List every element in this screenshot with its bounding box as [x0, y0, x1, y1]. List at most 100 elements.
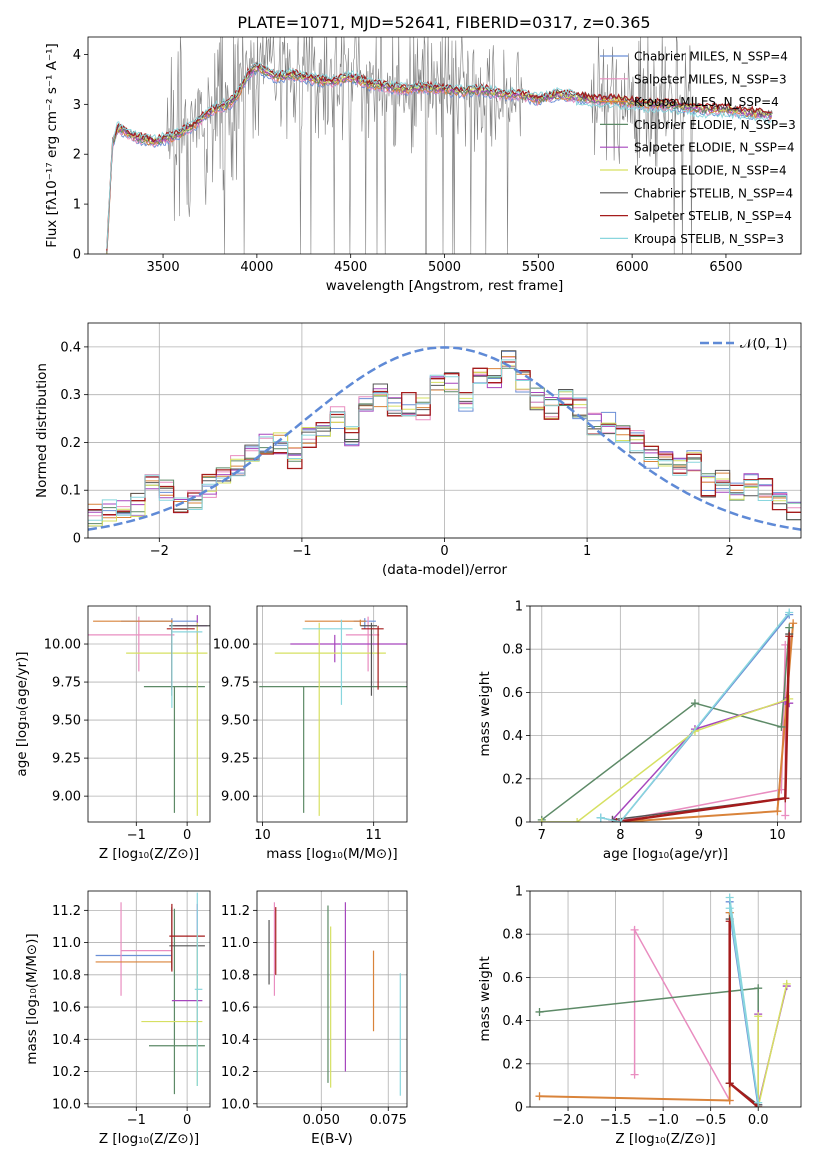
x-tick-label: −1.5	[600, 1113, 632, 1128]
weight-line	[600, 612, 790, 822]
weight-marker	[537, 818, 546, 822]
y-tick-label: 0.6	[502, 686, 523, 701]
x-axis-label: (data-model)/error	[382, 562, 508, 578]
weight-marker	[725, 1096, 734, 1105]
y-tick-label: 0.2	[502, 1057, 523, 1072]
axes-frame	[87, 36, 802, 255]
x-tick-label: 11	[365, 828, 382, 843]
y-tick-label: 9.00	[221, 790, 250, 805]
data-point	[274, 622, 386, 816]
x-tick-label: 3500	[147, 260, 180, 275]
x-tick-label: −1.0	[647, 1113, 679, 1128]
data-point	[93, 619, 173, 626]
data-point	[194, 892, 203, 1087]
panel-3: −1 0 9.00 9.25 9.50 9.75 10.00 Z [log₁₀(Z/Z⊙)] a…	[14, 605, 211, 862]
weight-marker	[789, 619, 798, 628]
y-axis-label: Flux [fλ10⁻¹⁷ erg cm⁻² s⁻¹ A⁻¹]	[44, 43, 60, 248]
x-tick-label: 5000	[428, 260, 461, 275]
weight-line	[600, 614, 790, 822]
data-point	[259, 686, 407, 813]
plot-area	[259, 616, 407, 816]
plot-area	[88, 615, 210, 816]
axes-frame	[529, 605, 802, 823]
weight-line	[539, 987, 759, 1105]
panel-7: 0.050 0.075 10.0 10.2 10.4 10.6 10.8 11.0 11.2 E(…	[221, 890, 408, 1147]
x-tick-label: 9	[695, 828, 703, 843]
y-tick-label: 11.0	[221, 936, 250, 951]
y-tick-label: 10.4	[52, 1033, 81, 1048]
data-point	[302, 619, 353, 705]
axes-frame	[87, 605, 211, 823]
weight-marker	[612, 818, 621, 822]
y-tick-label: 10.00	[213, 638, 250, 653]
x-tick-label: 8	[616, 828, 624, 843]
data-point	[95, 947, 173, 964]
plot-area	[268, 902, 401, 1096]
x-axis-label: age [log₁₀(age/yr)]	[603, 846, 728, 862]
x-tick-label: 4500	[334, 260, 367, 275]
x-tick-label: 4000	[240, 260, 273, 275]
y-tick-label: 0.4	[60, 340, 81, 355]
weight-line	[541, 698, 790, 822]
y-tick-label: 0.3	[60, 388, 81, 403]
legend-entry: Kroupa ELODIE, N_SSP=4	[634, 164, 787, 178]
x-tick-label: 0.0	[748, 1113, 769, 1128]
legend-entry: Chabrier STELIB, N_SSP=4	[634, 186, 793, 200]
weight-series	[612, 632, 794, 822]
axes-frame	[87, 322, 802, 539]
weight-marker	[725, 1079, 734, 1088]
y-tick-label: 10.0	[221, 1097, 250, 1112]
model-spectrum-line	[106, 61, 773, 249]
weight-marker	[785, 632, 794, 641]
data-point	[361, 625, 384, 690]
data-point	[169, 903, 205, 972]
axes-frame	[87, 890, 211, 1108]
x-tick-label: 10	[769, 828, 786, 843]
grid	[530, 605, 801, 823]
y-tick-label: 0.8	[502, 643, 523, 658]
weight-line	[757, 983, 788, 1107]
y-tick-label: 0.8	[502, 928, 523, 943]
x-tick-label: 0	[183, 828, 191, 843]
panel-2: −2 −1 0 1 2 0 0.1 0.2 0.3 0.4 (data-model)/error No…	[34, 322, 802, 578]
weight-marker	[690, 699, 699, 708]
y-tick-label: 9.00	[52, 790, 81, 805]
weight-series	[537, 623, 794, 822]
x-tick-label: −0.5	[695, 1113, 727, 1128]
legend-entry: Salpeter ELODIE, N_SSP=4	[634, 141, 795, 155]
panel-4: 10 11 9.00 9.25 9.50 9.75 10.00 mass [log₁₀(M/M…	[213, 605, 408, 862]
y-tick-label: 9.75	[221, 676, 250, 691]
data-point	[353, 618, 376, 629]
x-tick-label: −2.0	[552, 1113, 584, 1128]
grid	[88, 606, 210, 822]
y-tick-label: 10.6	[52, 1001, 81, 1016]
weight-marker	[773, 807, 782, 816]
legend: Chabrier MILES, N_SSP=4 Salpeter MILES, N…	[600, 50, 796, 246]
y-tick-label: 9.75	[52, 676, 81, 691]
x-axis-label: Z [log₁₀(Z/Z⊙)]	[99, 1131, 199, 1147]
histogram-step	[88, 359, 801, 521]
weight-marker	[616, 818, 625, 822]
weight-marker	[754, 1098, 763, 1107]
y-axis-label: mass [log₁₀(M/M⊙)]	[24, 933, 40, 1064]
y-tick-label: 9.50	[221, 714, 250, 729]
weight-marker	[630, 1070, 639, 1079]
data-point	[304, 619, 366, 626]
y-tick-label: 0	[515, 1101, 523, 1116]
y-axis-label: age [log₁₀(age/yr)]	[14, 651, 30, 776]
legend-entry: Salpeter MILES, N_SSP=3	[634, 72, 787, 86]
plot-area	[95, 892, 205, 1095]
axes-frame	[256, 605, 408, 823]
x-tick-label: 6500	[709, 260, 742, 275]
y-tick-label: 10.6	[221, 1001, 250, 1016]
y-tick-label: 0.6	[502, 971, 523, 986]
axes-frame	[529, 890, 802, 1108]
y-tick-label: 10.2	[221, 1065, 250, 1080]
y-tick-label: 11.2	[221, 904, 250, 919]
weight-marker	[535, 1007, 544, 1016]
y-tick-label: 10.4	[221, 1033, 250, 1048]
legend-entry: Chabrier ELODIE, N_SSP=3	[634, 118, 796, 132]
weight-marker	[754, 984, 763, 993]
x-tick-label: 0	[440, 544, 448, 559]
y-axis-label: Normed distribution	[34, 363, 50, 498]
